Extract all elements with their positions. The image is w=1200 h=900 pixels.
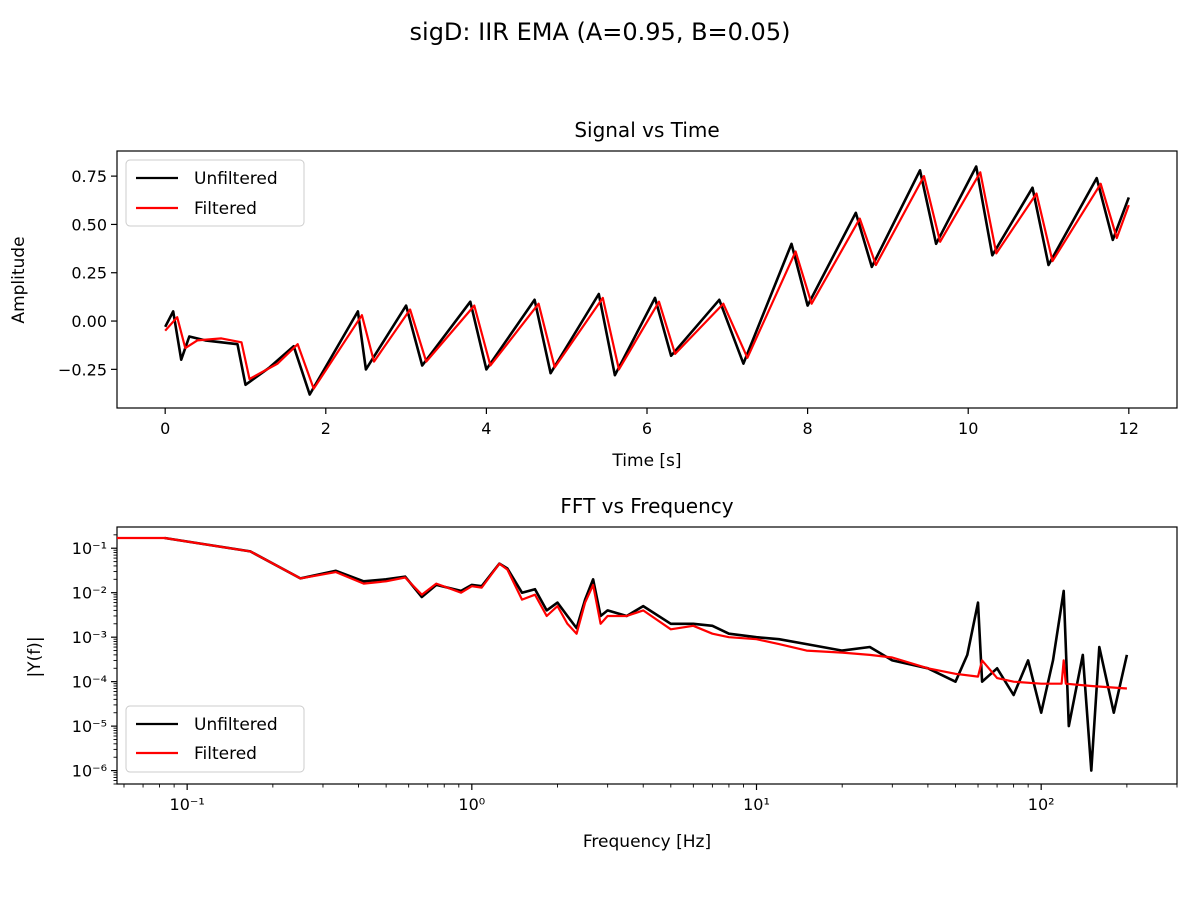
x-tick-label: 10¹ [743, 795, 770, 814]
x-tick-label: 10⁰ [458, 795, 485, 814]
y-ticks-signal: −0.25 0.00 0.25 0.50 0.75 [58, 167, 117, 379]
y-tick-label: 0.75 [71, 167, 107, 186]
x-axis-label-signal: Time [s] [611, 451, 681, 471]
y-tick-label: 10⁻⁴ [72, 673, 107, 692]
chart-title-signal: Signal vs Time [574, 118, 719, 142]
x-tick-label: 8 [803, 419, 813, 438]
series-group-signal [164, 165, 1131, 396]
x-tick-label: 10⁻¹ [170, 795, 205, 814]
y-ticks-fft: 10⁻⁶ 10⁻⁵ 10⁻⁴ 10⁻³ 10⁻² 10⁻¹ [72, 534, 117, 785]
y-tick-label: 0.50 [71, 215, 107, 234]
x-ticks-signal: 0 2 4 6 8 10 12 [160, 408, 1139, 438]
series-line-signal-filtered [164, 171, 1130, 390]
x-tick-label: 12 [1119, 419, 1139, 438]
fft-vs-frequency-chart: FFT vs Frequency 10⁻¹ 10⁰ 10¹ 10² 10⁻⁶10⁻⁵1… [25, 494, 1178, 852]
legend-box-signal [125, 159, 305, 227]
x-axis-label-fft: Frequency [Hz] [583, 832, 711, 852]
x-tick-label: 2 [321, 419, 331, 438]
y-axis-label-signal: Amplitude [9, 236, 29, 323]
series-line-fft-filtered [117, 536, 1127, 690]
signal-vs-time-chart: Signal vs Time 0 2 4 6 8 10 12 −0.25 0.00 0.25 0.… [9, 118, 1178, 471]
y-tick-label: 10⁻¹ [72, 539, 107, 558]
legend-label-filtered-fft: Filtered [194, 744, 257, 764]
x-tick-label: 0 [160, 419, 170, 438]
legend-signal: Unfiltered Filtered [125, 159, 305, 227]
y-tick-label: 10⁻⁶ [72, 762, 107, 781]
y-tick-label: 0.25 [71, 264, 107, 283]
x-tick-label: 6 [642, 419, 652, 438]
legend-label-unfiltered: Unfiltered [194, 169, 278, 189]
x-tick-label: 10 [958, 419, 978, 438]
legend-fft: Unfiltered Filtered [125, 705, 305, 773]
y-tick-label: 10⁻³ [72, 628, 107, 647]
legend-box-fft [125, 705, 305, 773]
series-group-fft [117, 536, 1129, 772]
legend-label-unfiltered-fft: Unfiltered [194, 715, 278, 735]
chart-title-fft: FFT vs Frequency [560, 494, 733, 518]
y-tick-label: −0.25 [58, 360, 107, 379]
x-tick-label: 10² [1028, 795, 1055, 814]
y-tick-label: 10⁻² [72, 584, 107, 603]
figure-suptitle: sigD: IIR EMA (A=0.95, B=0.05) [410, 18, 791, 46]
y-axis-label-fft: |Y(f)| [25, 636, 45, 677]
x-tick-label: 4 [481, 419, 491, 438]
x-ticks-fft: 10⁻¹ 10⁰ 10¹ 10² [123, 784, 1178, 814]
series-line-signal-unfiltered [164, 165, 1131, 396]
y-tick-label: 0.00 [71, 312, 107, 331]
y-tick-label: 10⁻⁵ [72, 717, 107, 736]
legend-label-filtered: Filtered [194, 199, 257, 219]
